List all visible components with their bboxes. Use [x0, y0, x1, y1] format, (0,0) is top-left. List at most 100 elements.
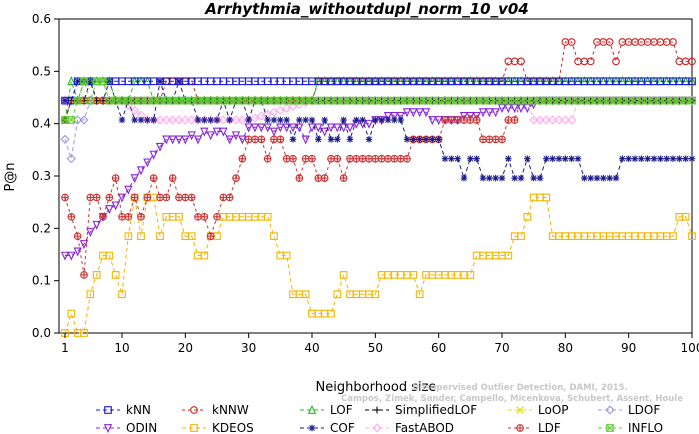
point-ldf [352, 154, 361, 163]
legend-marker-lof [307, 404, 317, 414]
point-odin [174, 135, 184, 145]
point-cof [264, 116, 271, 124]
point-kdeos [466, 271, 475, 279]
legend-label-knnw: kNNW [212, 403, 249, 417]
point-cof [479, 174, 487, 182]
x-tick-label: 90 [621, 341, 636, 355]
point-odin [149, 150, 158, 160]
point-ldf [504, 116, 513, 124]
point-cof [315, 136, 322, 143]
point-knn [688, 77, 696, 86]
point-cof [587, 174, 594, 182]
point-odin [472, 111, 481, 121]
point-odin [478, 108, 488, 118]
point-ldof [66, 154, 76, 164]
point-ldf [86, 193, 95, 202]
point-fastabod [174, 115, 184, 125]
point-kdeos [409, 271, 418, 279]
x-tick-label: 1 [61, 341, 69, 355]
point-ldf [333, 154, 342, 163]
legend-item-loop: LoOP [508, 403, 569, 417]
point-odin [491, 108, 500, 118]
point-cof [207, 116, 214, 124]
point-odin [333, 123, 342, 133]
point-odin [269, 127, 279, 137]
point-ldf [92, 193, 101, 202]
point-kdeos [175, 212, 183, 221]
legend-item-knnw: kNNW [182, 403, 249, 417]
point-ldf [225, 193, 234, 202]
point-cof [144, 116, 151, 124]
point-odin [181, 135, 190, 145]
point-ldf [466, 116, 475, 124]
point-ldf [213, 212, 221, 221]
x-tick-label: 20 [178, 341, 193, 355]
legend-label-knn: kNN [126, 403, 151, 417]
point-cof [638, 155, 645, 163]
point-ldf [130, 193, 139, 202]
point-fastabod [554, 115, 564, 125]
point-fastabod [142, 115, 152, 125]
point-cof [391, 116, 398, 124]
point-odin [92, 220, 101, 230]
legend-marker-cof [308, 424, 316, 432]
point-fastabod [548, 115, 558, 125]
point-ldf [384, 154, 392, 163]
point-cof [600, 174, 607, 182]
point-fastabod [180, 115, 190, 125]
point-cof [682, 155, 689, 163]
point-cof [422, 136, 430, 143]
point-ldf [244, 135, 253, 144]
plot-area [58, 18, 697, 337]
y-tick-label: 0.4 [32, 117, 51, 131]
point-odin [130, 174, 139, 184]
x-tick-label: 30 [241, 341, 256, 355]
point-kdeos [105, 251, 114, 260]
point-ldf [137, 212, 145, 221]
point-odin [396, 111, 405, 121]
point-cof [530, 174, 537, 182]
point-cof [150, 116, 157, 124]
point-ldf [73, 232, 82, 241]
point-ldf [301, 154, 310, 163]
point-ldf [80, 271, 88, 279]
point-cof [644, 155, 651, 163]
point-inflo [73, 96, 82, 105]
point-cof [283, 116, 290, 124]
point-kdeos [517, 232, 525, 241]
point-fastabod [130, 105, 140, 115]
point-ldf [270, 135, 278, 144]
point-kdeos [282, 251, 291, 260]
y-tick-label: 0.3 [32, 169, 51, 183]
point-ldf [320, 174, 329, 182]
point-ldf [263, 154, 272, 163]
x-tick-label: 70 [494, 341, 509, 355]
point-odin [162, 135, 171, 145]
point-ldf [219, 193, 228, 202]
point-cof [213, 116, 221, 124]
series-line-kdeos [64, 197, 693, 334]
point-cof [245, 116, 252, 124]
point-ldf [371, 154, 380, 163]
point-knnw [612, 57, 620, 66]
point-kdeos [371, 290, 380, 299]
legend-marker-simplifiedlof [373, 406, 381, 414]
y-tick-label: 0.1 [32, 274, 51, 288]
legend-item-knn: kNN [96, 403, 151, 417]
point-inflo [257, 96, 266, 105]
series-line-cof [65, 79, 692, 180]
point-ldf [485, 135, 494, 144]
point-kdeos [669, 232, 677, 241]
point-kdeos [415, 290, 424, 299]
x-tick-label: 100 [681, 341, 699, 355]
x-axis: 1 10 20 30 40 50 60 70 80 90 100 [61, 333, 699, 355]
point-ldf [99, 212, 107, 221]
x-tick-label: 80 [558, 341, 573, 355]
point-kdeos [472, 251, 481, 260]
point-cof [365, 136, 373, 143]
point-odin [250, 123, 260, 133]
series-line-ldof [64, 100, 692, 159]
point-cof [296, 116, 303, 124]
legend-label-fastabod: FastABOD [395, 421, 454, 434]
